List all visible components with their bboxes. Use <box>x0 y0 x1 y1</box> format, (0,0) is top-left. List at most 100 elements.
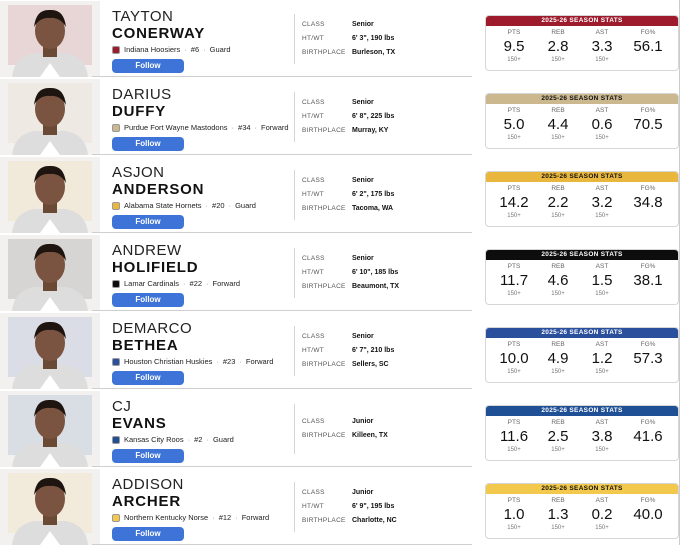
stat-value: 0.2 <box>591 506 613 523</box>
stat-value: 3.2 <box>591 194 613 211</box>
first-name: ASJON <box>112 164 165 181</box>
stat-value: 2.5 <box>547 428 569 445</box>
stats-header: 2025-26 SEASON STATS <box>486 250 678 260</box>
detail-value: Beaumont, TX <box>352 283 400 290</box>
player-row: ASJON ANDERSON Alabama State Hornets · #20 · G… <box>0 156 680 234</box>
team-logo <box>112 435 120 444</box>
stat-sub: 150+ <box>595 213 609 219</box>
last-name: CONERWAY <box>112 25 206 42</box>
stat-label: AST <box>595 341 609 348</box>
first-name: DEMARCO <box>112 320 193 337</box>
player-row: CJ EVANS Kansas City Roos · #2 · Guard Follow CL… <box>0 390 680 468</box>
detail-value: Senior <box>352 333 374 340</box>
stat-label: PTS <box>507 29 521 36</box>
detail-value: 6' 9", 195 lbs <box>352 503 395 510</box>
stat-sub: 150+ <box>595 525 609 531</box>
detail-value: 6' 3", 190 lbs <box>352 35 395 42</box>
separator: · <box>206 435 209 444</box>
player-row: TAYTON CONERWAY Indiana Hoosiers · #6 · Guard F… <box>0 0 680 78</box>
player-row: DEMARCO BETHEA Houston Christian Huskies · #… <box>0 312 680 390</box>
stat-label: FG% <box>640 419 656 426</box>
stat-label: PTS <box>507 107 521 114</box>
detail-label: HT/WT <box>302 269 325 276</box>
stat-value: 1.5 <box>591 272 613 289</box>
stats-card: 2025-26 SEASON STATS PTS 5.0 150+ REB 4.4 150+… <box>485 93 679 149</box>
stat-sub: 150+ <box>551 213 565 219</box>
first-name: DARIUS <box>112 86 172 103</box>
stat-label: AST <box>595 263 609 270</box>
team-name: Northern Kentucky Norse <box>124 513 209 522</box>
details-divider <box>294 482 295 532</box>
team-line: Lamar Cardinals · #22 · Forward <box>112 279 240 288</box>
stats-header: 2025-26 SEASON STATS <box>486 16 678 26</box>
player-photo <box>0 391 100 467</box>
team-line: Kansas City Roos · #2 · Guard <box>112 435 234 444</box>
stat-value: 57.3 <box>633 350 663 367</box>
stat-sub: 150+ <box>507 213 521 219</box>
team-name: Alabama State Hornets <box>124 201 202 210</box>
detail-label: CLASS <box>302 21 325 28</box>
stat-label: REB <box>551 341 565 348</box>
stat-sub: 150+ <box>551 291 565 297</box>
follow-button[interactable]: Follow <box>112 449 184 463</box>
team-logo <box>112 123 120 132</box>
row-divider <box>92 388 472 389</box>
team-name: Lamar Cardinals <box>124 279 180 288</box>
separator: · <box>235 513 238 522</box>
follow-button[interactable]: Follow <box>112 293 184 307</box>
row-divider <box>92 310 472 311</box>
team-name: Houston Christian Huskies <box>124 357 213 366</box>
detail-label: BIRTHPLACE <box>302 517 346 524</box>
stat-sub: 150+ <box>507 291 521 297</box>
detail-value: Senior <box>352 21 374 28</box>
separator: · <box>183 279 186 288</box>
separator: · <box>216 357 219 366</box>
stats-header: 2025-26 SEASON STATS <box>486 406 678 416</box>
stat-value: 2.8 <box>547 38 569 55</box>
detail-label: CLASS <box>302 255 325 262</box>
first-name: TAYTON <box>112 8 174 25</box>
stat-value: 5.0 <box>503 116 525 133</box>
stat-value: 11.6 <box>499 428 529 445</box>
details-divider <box>294 170 295 220</box>
details-divider <box>294 326 295 376</box>
stats-card: 2025-26 SEASON STATS PTS 1.0 150+ REB 1.3 150+… <box>485 483 679 539</box>
stat-value: 40.0 <box>633 506 663 523</box>
team-logo <box>112 513 120 522</box>
detail-label: HT/WT <box>302 503 325 510</box>
stat-sub: 150+ <box>507 57 521 63</box>
follow-button[interactable]: Follow <box>112 137 184 151</box>
separator: · <box>184 45 187 54</box>
follow-button[interactable]: Follow <box>112 215 184 229</box>
follow-button[interactable]: Follow <box>112 59 184 73</box>
stat-sub: 150+ <box>507 135 521 141</box>
stat-sub: 150+ <box>551 135 565 141</box>
follow-button[interactable]: Follow <box>112 371 184 385</box>
stat-sub: 150+ <box>551 525 565 531</box>
detail-value: Senior <box>352 177 374 184</box>
stat-value: 70.5 <box>633 116 663 133</box>
detail-value: Senior <box>352 255 374 262</box>
follow-button[interactable]: Follow <box>112 527 184 541</box>
stat-value: 11.7 <box>499 272 529 289</box>
stat-label: PTS <box>507 185 521 192</box>
jersey-number: #23 <box>222 357 236 366</box>
stat-sub: 150+ <box>507 369 521 375</box>
stat-sub: 150+ <box>551 369 565 375</box>
position: Forward <box>245 357 274 366</box>
stat-value: 2.2 <box>547 194 569 211</box>
detail-label: HT/WT <box>302 113 325 120</box>
detail-label: BIRTHPLACE <box>302 127 346 134</box>
separator: · <box>254 123 258 132</box>
stat-label: FG% <box>640 341 656 348</box>
stat-sub: 150+ <box>595 57 609 63</box>
detail-label: CLASS <box>302 489 325 496</box>
player-row: DARIUS DUFFY Purdue Fort Wayne Mastodons · #… <box>0 78 680 156</box>
detail-label: CLASS <box>302 177 325 184</box>
stat-label: REB <box>551 263 565 270</box>
detail-value: 6' 10", 185 lbs <box>352 269 399 276</box>
first-name: ADDISON <box>112 476 184 493</box>
last-name: HOLIFIELD <box>112 259 199 276</box>
stat-value: 41.6 <box>633 428 663 445</box>
stats-card: 2025-26 SEASON STATS PTS 11.6 150+ REB 2.5 150… <box>485 405 679 461</box>
